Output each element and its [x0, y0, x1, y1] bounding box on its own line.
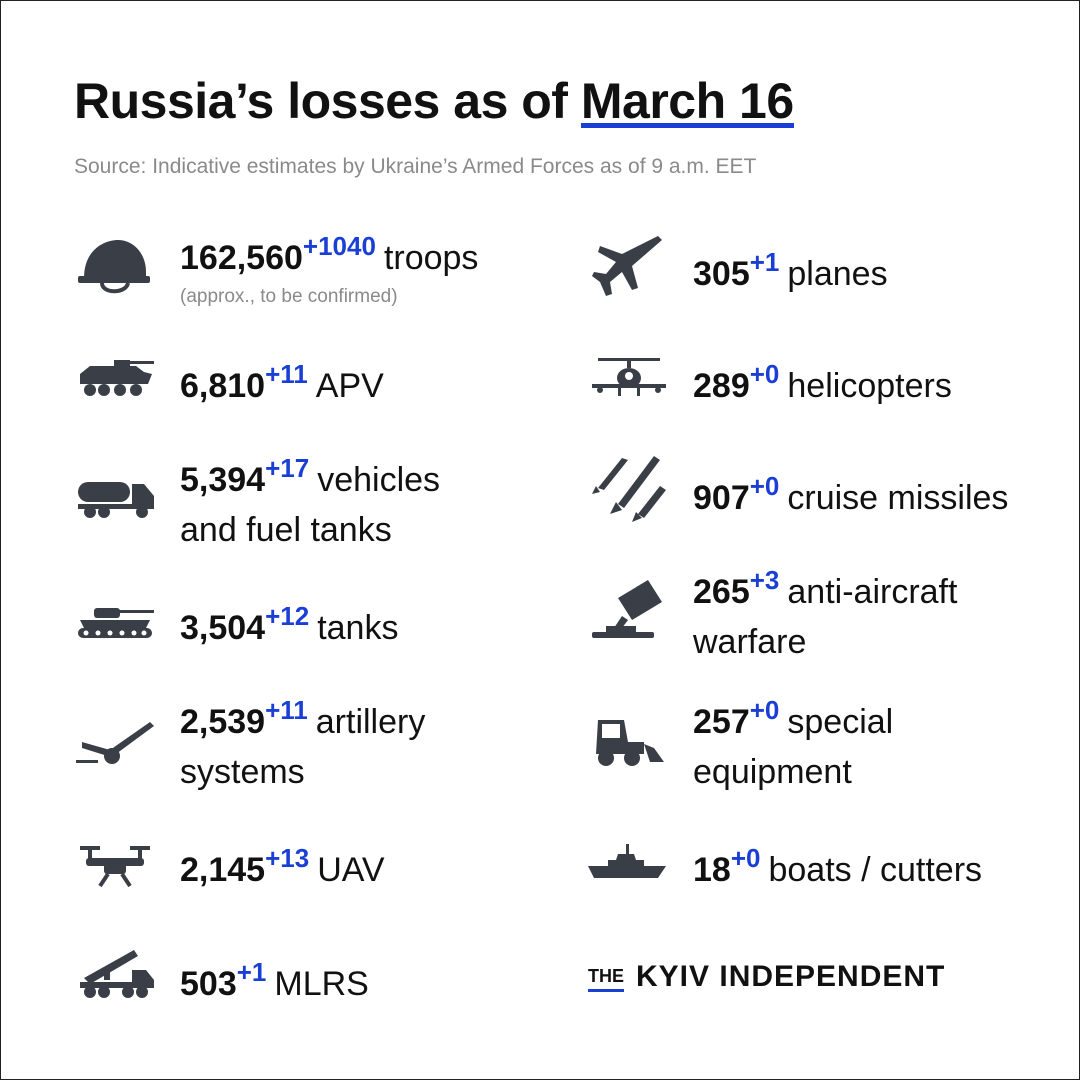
stat-label-2: equipment — [693, 753, 852, 791]
stat-delta: +11 — [265, 359, 308, 389]
stat-label: artillery — [315, 703, 426, 741]
stat-value: 503 — [180, 965, 237, 1003]
stat-label: troops — [383, 239, 479, 277]
stat-text: 5,394+17 vehicles and fuel tanks — [180, 453, 441, 554]
stat-text: 257+0 special equipment — [693, 695, 894, 796]
stat-text: 503+1 MLRS — [180, 957, 369, 1010]
title-prefix: Russia’s losses as of — [74, 73, 568, 129]
missiles-icon — [588, 456, 670, 526]
stat-label: UAV — [317, 851, 385, 889]
helicopter-icon — [588, 350, 670, 420]
stat-text: 18+0 boats / cutters — [693, 843, 983, 896]
stat-label: vehicles — [317, 461, 441, 499]
stat-text: 265+3 anti-aircraft warfare — [693, 565, 958, 666]
logo-the: THE — [588, 966, 624, 986]
stat-label: tanks — [317, 609, 399, 647]
stat-delta: +17 — [265, 453, 310, 483]
stat-value: 162,560 — [180, 239, 303, 277]
stat-delta: +0 — [730, 843, 761, 873]
stat-label: special — [787, 703, 894, 741]
anti-aircraft-icon — [588, 580, 670, 650]
stat-label: anti-aircraft — [787, 573, 958, 611]
stat-label: planes — [787, 255, 888, 293]
stat-value: 6,810 — [180, 367, 266, 405]
stat-delta: +12 — [265, 601, 310, 631]
stat-delta: +1 — [749, 247, 780, 277]
stat-label: cruise missiles — [787, 479, 1009, 517]
stat-delta: +13 — [265, 843, 310, 873]
artillery-icon — [74, 712, 156, 782]
stat-label: boats / cutters — [768, 851, 983, 889]
stat-delta: +0 — [749, 471, 780, 501]
stat-value: 5,394 — [180, 461, 266, 499]
apv-icon — [74, 348, 156, 418]
helmet-icon — [74, 232, 156, 302]
drone-icon — [74, 836, 156, 906]
stat-value: 305 — [693, 255, 750, 293]
stat-delta: +3 — [749, 565, 780, 595]
stat-value: 2,539 — [180, 703, 266, 741]
stat-delta: +0 — [749, 359, 780, 389]
stat-delta: +0 — [749, 695, 780, 725]
logo-name: KYIV INDEPENDENT — [636, 960, 946, 993]
stat-value: 907 — [693, 479, 750, 517]
plane-icon — [588, 232, 670, 302]
stat-value: 3,504 — [180, 609, 266, 647]
stat-text: 305+1 planes — [693, 247, 888, 300]
ship-icon — [588, 832, 670, 902]
stat-label-2: warfare — [693, 623, 807, 661]
stat-label: APV — [315, 367, 384, 405]
stat-label-2: and fuel tanks — [180, 511, 392, 549]
stat-text: 907+0 cruise missiles — [693, 471, 1009, 524]
stat-value: 289 — [693, 367, 750, 405]
stat-text: 162,560+1040 troops (approx., to be confi… — [180, 231, 479, 308]
stat-value: 18 — [693, 851, 731, 889]
stat-value: 257 — [693, 703, 750, 741]
stat-text: 289+0 helicopters — [693, 359, 952, 412]
stat-value: 2,145 — [180, 851, 266, 889]
stat-label: MLRS — [274, 965, 369, 1003]
fuel-truck-icon — [74, 466, 156, 536]
logo: THE KYIV INDEPENDENT — [588, 960, 945, 994]
stat-delta: +11 — [265, 695, 308, 725]
page-title: Russia’s losses as of March 16 — [74, 72, 794, 130]
stat-text: 3,504+12 tanks — [180, 601, 399, 654]
stat-label: helicopters — [787, 367, 952, 405]
stat-value: 265 — [693, 573, 750, 611]
stat-delta: +1 — [236, 957, 267, 987]
stat-label-2: systems — [180, 753, 305, 791]
tank-icon — [74, 592, 156, 662]
stat-delta: +1040 — [302, 231, 376, 261]
title-date: March 16 — [580, 73, 794, 129]
mlrs-icon — [74, 944, 156, 1014]
source-note: Source: Indicative estimates by Ukraine’… — [74, 155, 757, 178]
stat-text: 2,539+11 artillery systems — [180, 695, 426, 796]
stat-text: 6,810+11 APV — [180, 359, 384, 412]
stat-note: (approx., to be confirmed) — [180, 286, 398, 307]
stat-text: 2,145+13 UAV — [180, 843, 385, 896]
loader-icon — [588, 712, 670, 782]
